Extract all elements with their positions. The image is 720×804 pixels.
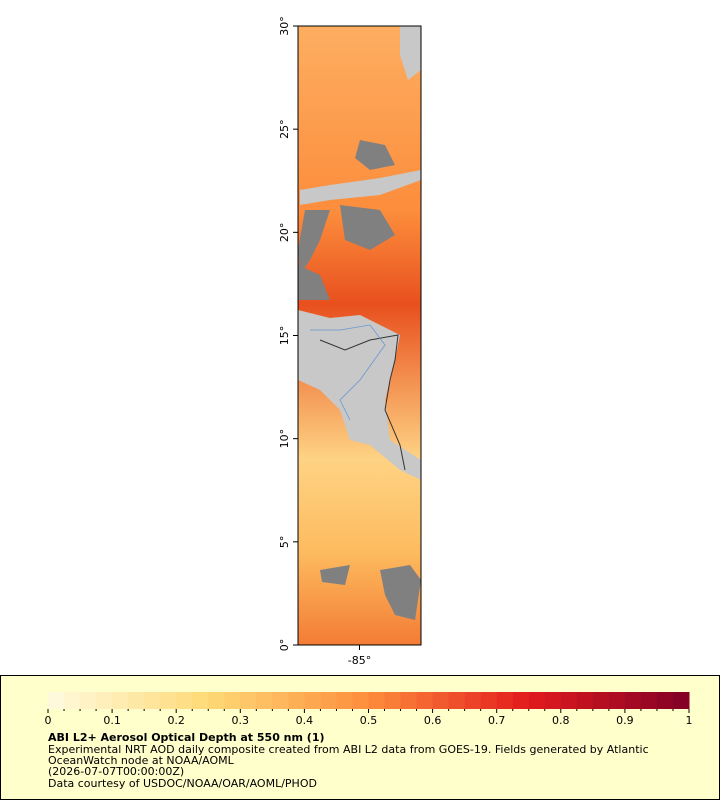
colorbar-swatch [64, 692, 81, 709]
lat-tick-label: 5° [278, 536, 291, 549]
colorbar-tick-label: 0.4 [296, 714, 314, 727]
colorbar-tick-label: 0.6 [424, 714, 442, 727]
colorbar-swatch [592, 692, 610, 709]
colorbar-swatch [624, 692, 642, 709]
colorbar-swatch [368, 692, 386, 709]
colorbar-swatch [464, 692, 482, 709]
colorbar-tick-label: 0.1 [103, 714, 121, 727]
colorbar-swatch [672, 692, 690, 709]
colorbar-tick-label: 0.5 [360, 714, 378, 727]
colorbar-tick-label: 0.8 [552, 714, 570, 727]
map-raster [297, 25, 422, 646]
colorbar-tick-label: 0.7 [488, 714, 506, 727]
colorbar-tick-label: 0 [45, 714, 52, 727]
colorbar-swatch [336, 692, 353, 709]
colorbar-tick-label: 0.3 [232, 714, 250, 727]
colorbar-swatch [560, 692, 578, 709]
colorbar-swatch [528, 692, 546, 709]
colorbar-swatch [640, 692, 658, 709]
colorbar-tick-label: 1 [686, 714, 693, 727]
colorbar-swatch [144, 692, 161, 709]
colorbar-swatch [448, 692, 466, 709]
colorbar-swatch [192, 692, 209, 709]
colorbar-swatch [208, 692, 225, 709]
colorbar-swatch [608, 692, 626, 709]
colorbar-swatch [112, 692, 129, 709]
colorbar-swatch [432, 692, 450, 709]
colorbar-swatch [480, 692, 498, 709]
lat-tick-label: 25° [278, 119, 291, 139]
colorbar-swatch [80, 692, 97, 709]
colorbar-swatch [256, 692, 273, 709]
colorbar-swatch [48, 692, 65, 709]
colorbar-tick-label: 0.9 [616, 714, 634, 727]
colorbar-swatch [128, 692, 145, 709]
colorbar-swatch [288, 692, 305, 709]
lon-tick-label: -85° [348, 654, 371, 667]
legend-line: OceanWatch node at NOAA/AOML [48, 754, 235, 767]
colorbar-swatch [320, 692, 337, 709]
legend-line: Experimental NRT AOD daily composite cre… [48, 743, 649, 756]
colorbar-swatch [96, 692, 113, 709]
colorbar-swatch [176, 692, 193, 709]
colorbar-swatch [400, 692, 418, 709]
lat-tick-label: 30° [278, 16, 291, 36]
lat-tick-label: 10° [278, 429, 291, 449]
legend-line: Data courtesy of USDOC/NOAA/OAR/AOML/PHO… [48, 777, 317, 790]
colorbar-swatch [160, 692, 177, 709]
colorbar-swatch [496, 692, 514, 709]
colorbar-swatch [416, 692, 434, 709]
colorbar-swatch [272, 692, 289, 709]
colorbar-swatch [384, 692, 402, 709]
colorbar-swatch [352, 692, 369, 709]
colorbar-swatch [544, 692, 562, 709]
legend-line: (2026-07-07T00:00:00Z) [48, 765, 184, 778]
colorbar-swatch [224, 692, 241, 709]
colorbar-swatch [576, 692, 594, 709]
legend-title: ABI L2+ Aerosol Optical Depth at 550 nm … [48, 731, 325, 744]
colorbar-swatch [304, 692, 321, 709]
lat-tick-label: 15° [278, 326, 291, 346]
colorbar-swatch [656, 692, 674, 709]
lat-tick-label: 0° [278, 639, 291, 652]
lat-tick-label: 20° [278, 223, 291, 243]
colorbar-swatch [512, 692, 530, 709]
colorbar-tick-label: 0.2 [167, 714, 185, 727]
colorbar-swatch [240, 692, 257, 709]
